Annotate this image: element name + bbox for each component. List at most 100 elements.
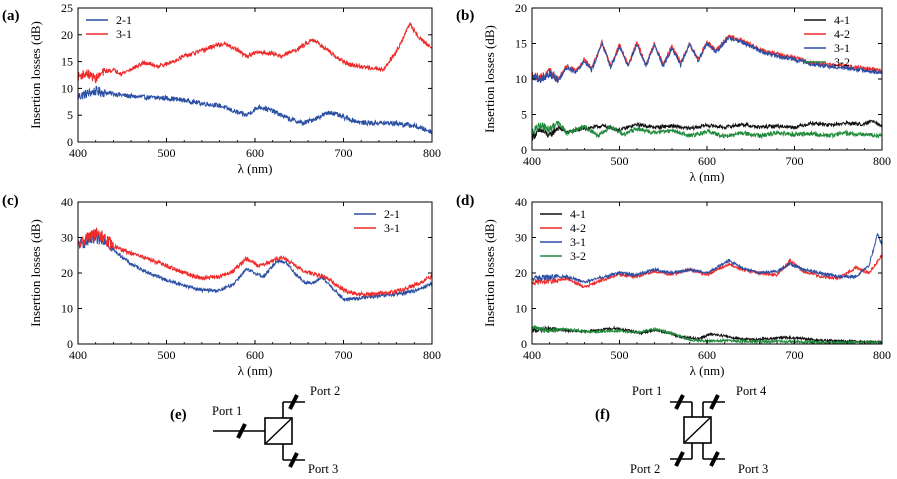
y-tick-label-c: 30: [61, 231, 73, 245]
panel-label-b: (b): [456, 8, 474, 24]
y-tick-label-b: 15: [515, 37, 527, 51]
y-tick-label-c: 0: [67, 337, 73, 351]
x-axis-label-a: λ (nm): [238, 161, 273, 176]
series-line-c-2-1: [78, 233, 432, 303]
x-tick-label-c: 800: [423, 348, 441, 362]
x-tick-label-b: 400: [523, 154, 541, 168]
legend-label-b-4-1: 4-1: [834, 13, 850, 27]
port-2-f-connector: [674, 451, 685, 467]
chart-panel-b: (b) 400 500 600 700 800 0 5 10 15 20 λ (nm) Insertio…: [456, 1, 891, 184]
x-axis-label-b: λ (nm): [690, 169, 725, 184]
legend-label-b-3-2: 3-2: [834, 55, 850, 69]
series-line-b-3-2: [532, 120, 882, 140]
chart-panel-d: (d) 400 500 600 700 800 0 10 20 30 40 λ (nm) Inserti…: [456, 193, 891, 378]
x-tick-label-b: 800: [873, 154, 891, 168]
y-axis-label-b: Insertion losses (dB): [482, 25, 497, 133]
x-tick-label-d: 400: [523, 348, 541, 362]
legend-label-b-3-1: 3-1: [834, 41, 850, 55]
legend-label-d-3-1: 3-1: [570, 235, 586, 249]
y-axis-label-d: Insertion losses (dB): [482, 219, 497, 327]
legend-label-a-3-1: 3-1: [116, 27, 132, 41]
y-tick-label-a: 5: [67, 108, 73, 122]
x-tick-label-d: 600: [698, 348, 716, 362]
series-line-b-3-1: [532, 36, 882, 84]
series-line-b-4-1: [532, 119, 882, 141]
legend-label-c-2-1: 2-1: [384, 207, 400, 221]
port-2-f-label: Port 2: [630, 462, 660, 476]
splitter-diagonal-e: [265, 418, 292, 444]
splitter-diagonal-f: [684, 417, 711, 443]
legend-label-d-4-1: 4-1: [570, 207, 586, 221]
port-1-f-connector: [674, 394, 685, 410]
port-3-f-connector: [709, 451, 720, 467]
y-axis-label-c: Insertion losses (dB): [28, 219, 43, 327]
legend-label-c-3-1: 3-1: [384, 221, 400, 235]
chart-panel-a: (a) 400 500 600 700 800 0 5 10 15 20 25 λ (nm) Insert…: [2, 1, 441, 176]
x-tick-label-a: 600: [246, 146, 264, 160]
x-tick-label-b: 600: [698, 154, 716, 168]
chart-panel-c: (c) 400 500 600 700 800 0 10 20 30 40 λ (nm) Inserti…: [2, 193, 441, 378]
port-4-f-connector: [709, 394, 720, 410]
x-tick-label-d: 800: [873, 348, 891, 362]
y-tick-label-a: 15: [61, 55, 73, 69]
port-4-f-label: Port 4: [736, 384, 767, 398]
port-1-label: Port 1: [212, 404, 242, 418]
y-tick-label-a: 10: [61, 81, 73, 95]
series-line-a-2-1: [78, 85, 432, 135]
diagram-f-label: (f): [595, 407, 610, 423]
y-tick-label-d: 20: [515, 266, 527, 280]
legend-label-a-2-1: 2-1: [116, 13, 132, 27]
x-tick-label-c: 700: [335, 348, 353, 362]
x-tick-label-a: 400: [69, 146, 87, 160]
x-tick-label-c: 400: [69, 348, 87, 362]
x-tick-label-b: 500: [611, 154, 629, 168]
panel-label-a: (a): [2, 8, 20, 24]
legend-label-b-4-2: 4-2: [834, 27, 850, 41]
port-3-connector: [288, 452, 299, 468]
series-group-b: [532, 34, 882, 141]
series-line-c-3-1: [78, 226, 432, 298]
panel-label-c: (c): [2, 193, 19, 209]
port-3-label: Port 3: [308, 462, 338, 476]
y-tick-label-b: 0: [521, 143, 527, 157]
diagram-e-label: (e): [170, 407, 187, 423]
y-tick-label-b: 10: [515, 72, 527, 86]
x-axis-label-d: λ (nm): [690, 363, 725, 378]
legend-label-d-4-2: 4-2: [570, 221, 586, 235]
port-2-label: Port 2: [310, 384, 340, 398]
x-tick-label-a: 700: [335, 146, 353, 160]
y-tick-label-d: 40: [515, 195, 527, 209]
series-group-c: [78, 226, 432, 303]
y-tick-label-c: 40: [61, 195, 73, 209]
y-tick-label-d: 30: [515, 231, 527, 245]
y-tick-label-a: 0: [67, 135, 73, 149]
panel-label-d: (d): [456, 193, 474, 209]
port-1-connector: [236, 423, 247, 439]
x-tick-label-d: 500: [611, 348, 629, 362]
x-tick-label-c: 600: [246, 348, 264, 362]
y-tick-label-b: 20: [515, 1, 527, 15]
y-tick-label-d: 0: [521, 337, 527, 351]
diagram-e: (e) Port 1 Port 2 Port 3: [170, 384, 340, 476]
x-axis-label-c: λ (nm): [238, 363, 273, 378]
y-tick-label-b: 5: [521, 108, 527, 122]
y-tick-label-c: 20: [61, 266, 73, 280]
y-tick-label-c: 10: [61, 302, 73, 316]
y-axis-label-a: Insertion losses (dB): [28, 21, 43, 129]
port-1-f-label: Port 1: [632, 384, 662, 398]
port-3-f-label: Port 3: [738, 462, 768, 476]
x-tick-label-b: 700: [786, 154, 804, 168]
diagram-f: (f) Port 1 Port 2 Port 3 Port 4: [595, 384, 768, 476]
x-tick-label-a: 800: [423, 146, 441, 160]
x-tick-label-a: 500: [158, 146, 176, 160]
y-tick-label-d: 10: [515, 302, 527, 316]
series-line-d-3-1: [532, 232, 882, 284]
legend-label-d-3-2: 3-2: [570, 249, 586, 263]
series-line-a-3-1: [78, 22, 432, 84]
port-2-connector: [288, 394, 299, 410]
x-tick-label-c: 500: [158, 348, 176, 362]
x-tick-label-d: 700: [786, 348, 804, 362]
y-tick-label-a: 20: [61, 28, 73, 42]
y-tick-label-a: 25: [61, 1, 73, 15]
